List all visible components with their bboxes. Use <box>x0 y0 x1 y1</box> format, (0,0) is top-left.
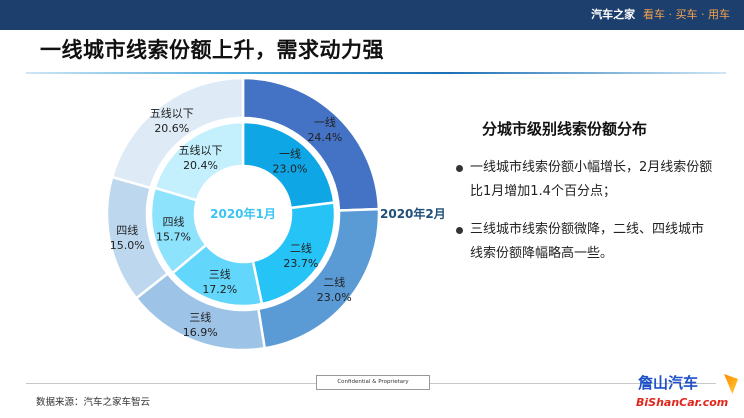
bullet-text: 三线城市线索份额微降，二线、四线城市线索份额降幅略高一些。 <box>470 222 705 261</box>
slice-value-label-outer-0: 24.4% <box>307 131 342 144</box>
slice-category-label-inner-3: 四线 <box>162 214 184 228</box>
bullet-text: 一线城市线索份额小幅增长，2月线索份额比1月增加1.4个百分点； <box>470 160 713 199</box>
slice-value-label-outer-4: 20.6% <box>154 122 189 135</box>
title-divider <box>26 72 726 74</box>
slice-category-label-outer-2: 三线 <box>189 310 211 324</box>
watermark-en: BiShanCar.com <box>636 396 729 409</box>
slice-category-label-inner-2: 三线 <box>209 267 231 281</box>
slice-inner-4 <box>153 120 245 202</box>
slice-category-label-inner-0: 一线 <box>279 147 301 161</box>
slice-outer-4 <box>110 76 245 190</box>
slice-category-label-outer-0: 一线 <box>314 115 336 129</box>
watermark-flag-icon <box>724 374 738 394</box>
bullet-dot-icon <box>456 227 463 234</box>
bullet-dot-icon <box>456 165 463 172</box>
slice-value-label-inner-1: 23.7% <box>283 257 318 270</box>
slice-category-label-outer-1: 二线 <box>323 275 345 289</box>
bullet-item: 三线城市线索份额微降，二线、四线城市线索份额降幅略高一些。 <box>456 218 716 266</box>
slice-category-label-inner-1: 二线 <box>290 241 312 255</box>
slice-category-label-outer-3: 四线 <box>116 223 138 237</box>
watermark-cn: 詹山汽车 <box>638 374 699 392</box>
slice-value-label-inner-4: 20.4% <box>183 159 218 172</box>
slice-category-label-inner-4: 五线以下 <box>179 143 223 157</box>
outer-ring-series-label: 2020年2月 <box>380 206 446 221</box>
slice-value-label-inner-3: 15.7% <box>156 230 191 243</box>
slice-value-label-inner-2: 17.2% <box>202 283 237 296</box>
brand-name: 汽车之家 <box>591 8 636 21</box>
slice-category-label-outer-4: 五线以下 <box>150 106 194 120</box>
brand-logo: 汽车之家 看车 · 买车 · 用车 <box>591 0 730 30</box>
slice-inner-1 <box>251 201 337 306</box>
slice-value-label-outer-3: 15.0% <box>110 239 145 252</box>
source-note: 数据来源：汽车之家车智云 <box>36 397 151 408</box>
page-title: 一线城市线索份额上升，需求动力强 <box>40 38 384 62</box>
side-title: 分城市级别线索份额分布 <box>482 120 648 138</box>
brand-tagline: 看车 · 买车 · 用车 <box>643 8 730 21</box>
bullet-list: 一线城市线索份额小幅增长，2月线索份额比1月增加1.4个百分点； 三线城市线索份… <box>456 156 716 280</box>
slice-value-label-outer-2: 16.9% <box>183 326 218 339</box>
watermark-logo: 詹山汽车 BiShanCar.com <box>636 372 740 416</box>
confidential-label: Confidential & Proprietary <box>316 375 430 390</box>
bullet-item: 一线城市线索份额小幅增长，2月线索份额比1月增加1.4个百分点； <box>456 156 716 204</box>
slice-value-label-outer-1: 23.0% <box>317 291 352 304</box>
inner-ring-series-label: 2020年1月 <box>210 206 276 221</box>
slice-value-label-inner-0: 23.0% <box>272 163 307 176</box>
top-bar: 汽车之家 看车 · 买车 · 用车 <box>0 0 744 30</box>
